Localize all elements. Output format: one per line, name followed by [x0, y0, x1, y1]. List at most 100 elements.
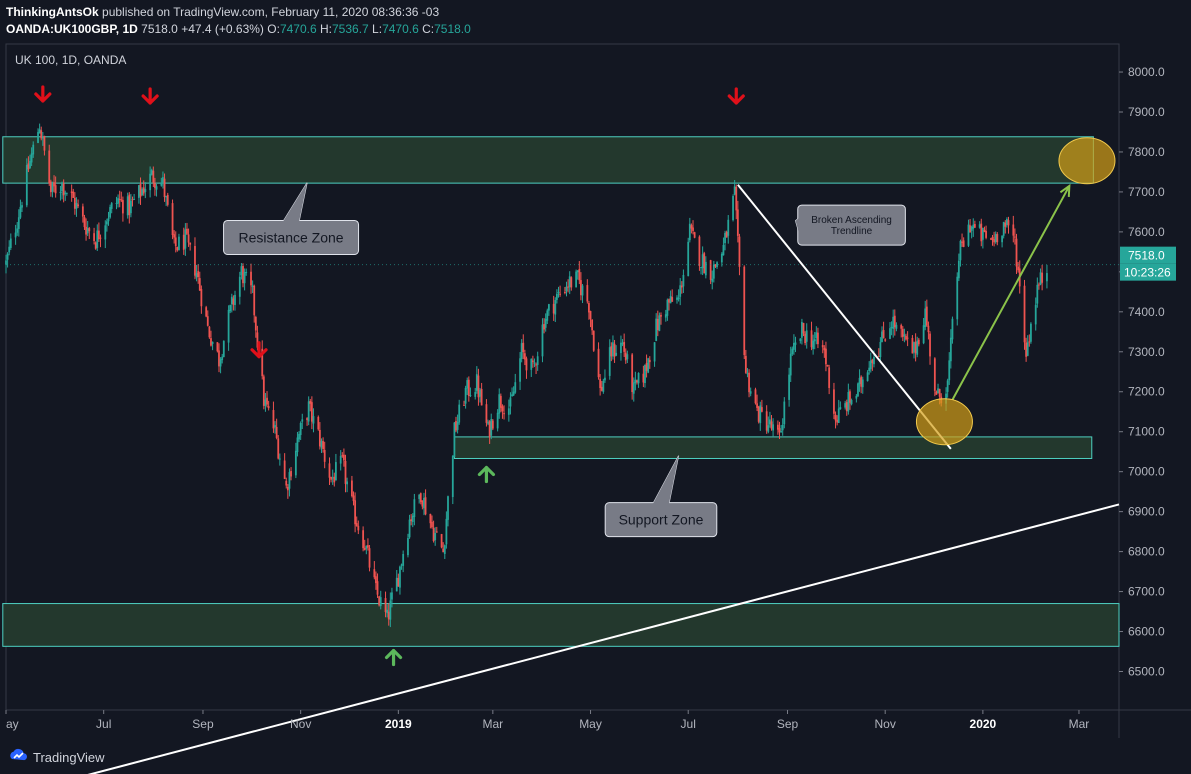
candle	[994, 231, 997, 244]
candle	[621, 339, 624, 347]
candle-body	[743, 266, 746, 356]
candle	[959, 239, 962, 267]
candle	[97, 222, 100, 242]
candle	[693, 231, 696, 239]
candle	[765, 405, 768, 434]
long-term-trendline[interactable]	[86, 503, 1120, 774]
candle	[206, 310, 209, 327]
time-axis[interactable]: ay Jul Sep Nov 2019 Mar May Jul Sep Nov 2020 Mar	[5, 710, 1089, 731]
candle	[43, 135, 46, 156]
candle-body	[14, 232, 17, 238]
candle-body	[27, 163, 30, 170]
candle-body	[660, 314, 662, 317]
support-callout[interactable]: Support Zone	[604, 455, 718, 538]
candle-body	[40, 130, 43, 139]
candle	[73, 192, 76, 215]
candle	[780, 424, 782, 433]
candle-body	[969, 225, 971, 233]
candle	[933, 357, 936, 397]
candle	[491, 418, 494, 431]
symbol-name[interactable]: OANDA:UK100GBP, 1D	[6, 22, 138, 36]
candle-body	[637, 372, 640, 384]
candle	[290, 467, 292, 481]
candle-body	[435, 531, 438, 533]
candle-body	[914, 341, 917, 354]
candle-body	[334, 462, 337, 481]
candle	[509, 392, 512, 415]
candle-body	[37, 132, 39, 143]
candle-body	[507, 408, 510, 415]
candle-body	[716, 262, 718, 268]
candle	[927, 321, 930, 340]
candle-body	[25, 164, 28, 206]
candle-body	[855, 395, 858, 399]
candle	[21, 201, 23, 212]
candle-body	[636, 380, 638, 383]
candle	[884, 338, 887, 342]
up-arrow-icon	[384, 648, 403, 667]
candle	[501, 404, 504, 419]
target-arrow[interactable]	[951, 185, 1071, 401]
candle	[431, 515, 433, 529]
candle	[546, 308, 549, 324]
publisher-name[interactable]: ThinkingAntsOk	[6, 5, 99, 19]
candle-body	[564, 291, 566, 293]
candle-body	[653, 342, 656, 362]
candle	[882, 321, 885, 339]
candle	[839, 401, 842, 410]
candle	[355, 516, 358, 527]
candle-body	[451, 456, 454, 498]
target-circle[interactable]	[1058, 137, 1116, 185]
candle	[120, 191, 123, 203]
candle-body	[477, 375, 480, 398]
candle	[813, 331, 816, 350]
candle-body	[844, 403, 847, 408]
candle-body	[17, 217, 20, 229]
candle-body	[198, 278, 201, 291]
candle-body	[21, 205, 23, 208]
candle-body	[88, 228, 91, 232]
resistance-callout[interactable]: Resistance Zone	[223, 182, 360, 255]
price-axis[interactable]: 8000.07900.07800.07700.07600.07500.07400…	[1119, 65, 1176, 679]
tradingview-logo-icon[interactable]	[8, 748, 30, 764]
candle	[496, 409, 499, 432]
candle-body	[16, 228, 19, 233]
candle	[1034, 297, 1037, 331]
candle	[892, 309, 895, 338]
candle	[544, 313, 547, 332]
tradingview-brand[interactable]: TradingView	[33, 750, 105, 765]
broken-trendline[interactable]	[737, 184, 952, 450]
candle	[266, 391, 268, 408]
candle	[138, 184, 140, 204]
candle-body	[485, 404, 488, 423]
candle-body	[320, 440, 323, 448]
candle-body	[299, 422, 302, 436]
candle	[645, 354, 648, 378]
candle-body	[413, 499, 416, 518]
candle-body	[195, 273, 198, 278]
candle	[778, 421, 781, 440]
callout-pointer-fill	[652, 455, 679, 504]
candle	[1012, 215, 1015, 243]
candle	[810, 321, 813, 351]
candle-body	[821, 345, 824, 348]
candle-body	[138, 185, 140, 198]
candle-body	[200, 289, 203, 307]
breakout-circle[interactable]	[915, 398, 973, 446]
candle-body	[298, 433, 300, 440]
candle-body	[693, 232, 696, 238]
candle	[812, 334, 815, 355]
candle-body	[240, 266, 243, 276]
candle-body	[849, 391, 851, 403]
candle	[664, 309, 667, 322]
candle-body	[924, 308, 927, 328]
candle-body	[346, 481, 349, 485]
candle	[978, 221, 981, 229]
candle	[160, 177, 163, 187]
price-tick-label: 7000.0	[1128, 465, 1165, 479]
candle-body	[1002, 221, 1005, 236]
candle	[631, 353, 634, 400]
candle-body	[48, 150, 51, 184]
